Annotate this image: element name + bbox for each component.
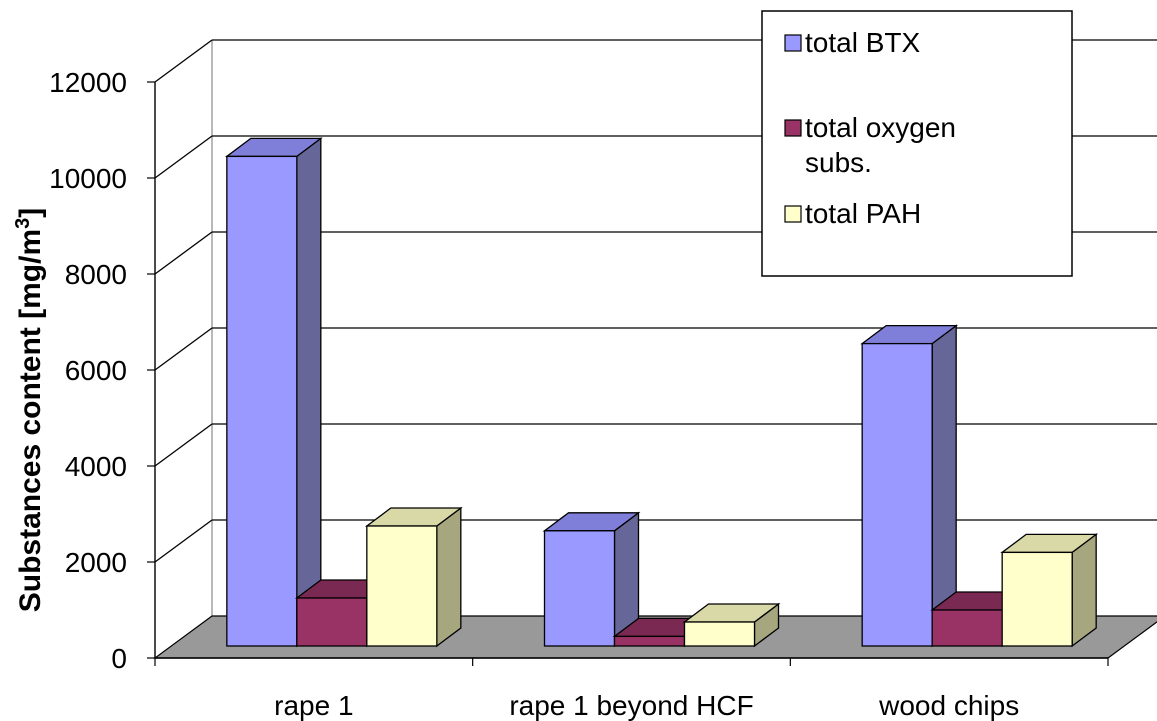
bar-front-face	[1001, 551, 1073, 647]
bar-front-face	[861, 342, 933, 647]
bar-total-btx	[224, 137, 323, 648]
y-tick-label: 2000	[65, 547, 127, 578]
bar-total-btx	[860, 324, 959, 648]
bar-side-face	[436, 506, 462, 648]
y-axis-label: Substances content [mg/m3]	[12, 208, 47, 613]
grid-diagonal	[154, 519, 213, 563]
bar-front-face	[683, 621, 756, 647]
bar-front-face	[366, 525, 438, 647]
legend-label-total-oxygen-line1: total oxygen	[805, 112, 956, 143]
legend-label-total-btx: total BTX	[805, 27, 920, 58]
bar-total-btx	[542, 511, 641, 648]
legend-swatch-total-btx	[784, 34, 802, 52]
y-tick-label: 8000	[65, 259, 127, 290]
bar-side-face	[296, 137, 322, 648]
bar-front-face	[226, 155, 298, 647]
legend-label-total-pah: total PAH	[805, 198, 921, 229]
y-tick-label: 6000	[65, 355, 127, 386]
bar-total-pah	[682, 602, 781, 648]
x-category-label: wood chips	[878, 690, 1019, 721]
x-category-label: rape 1 beyond HCF	[509, 690, 753, 721]
bar-total-pah	[364, 506, 463, 648]
y-tick-label: 0	[111, 643, 127, 674]
bar-total-pah	[1000, 533, 1099, 648]
grid-diagonal	[154, 39, 213, 83]
category-labels: rape 1 rape 1 beyond HCF wood chips	[274, 690, 1019, 721]
legend-label-total-oxygen-line2: subs.	[805, 147, 872, 178]
x-category-label: rape 1	[274, 690, 353, 721]
bar-front-face	[543, 530, 616, 647]
bar-front-face	[296, 597, 368, 647]
bars	[224, 137, 1099, 648]
y-tick-label: 4000	[65, 451, 127, 482]
grid-diagonal	[154, 135, 213, 179]
grid-diagonal	[154, 423, 213, 467]
y-tick-labels: 0 2000 4000 6000 8000 10000 12000	[49, 67, 127, 674]
legend-box	[761, 10, 1073, 277]
bar-front-face	[613, 635, 686, 647]
legend: total BTX total oxygen subs. total PAH	[761, 10, 1073, 277]
bar-front-face	[931, 609, 1003, 647]
y-tick-label: 10000	[49, 163, 127, 194]
y-tick-label: 12000	[49, 67, 127, 98]
grid-diagonal	[154, 327, 213, 371]
legend-swatch-total-oxygen	[784, 119, 802, 137]
grid-diagonal	[154, 231, 213, 275]
bar-side-face	[1071, 533, 1097, 648]
axes	[147, 81, 1109, 666]
legend-swatch-total-pah	[784, 205, 802, 223]
